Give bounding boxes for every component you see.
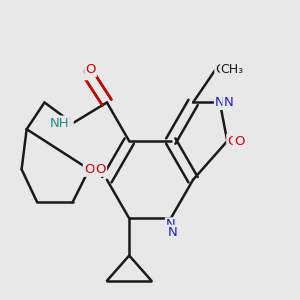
Text: O: O [85, 63, 96, 76]
Text: N: N [166, 218, 176, 231]
Text: N: N [215, 96, 225, 109]
Text: N: N [224, 96, 233, 109]
Text: NH: NH [53, 117, 73, 130]
Text: N: N [167, 226, 177, 239]
Text: CH₃: CH₃ [215, 63, 240, 76]
Text: O: O [227, 135, 238, 148]
Text: NH: NH [50, 117, 70, 130]
Text: O: O [82, 66, 93, 79]
Text: CH₃: CH₃ [221, 63, 244, 76]
Text: O: O [234, 135, 244, 148]
Text: O: O [96, 163, 106, 176]
Text: O: O [84, 163, 94, 176]
